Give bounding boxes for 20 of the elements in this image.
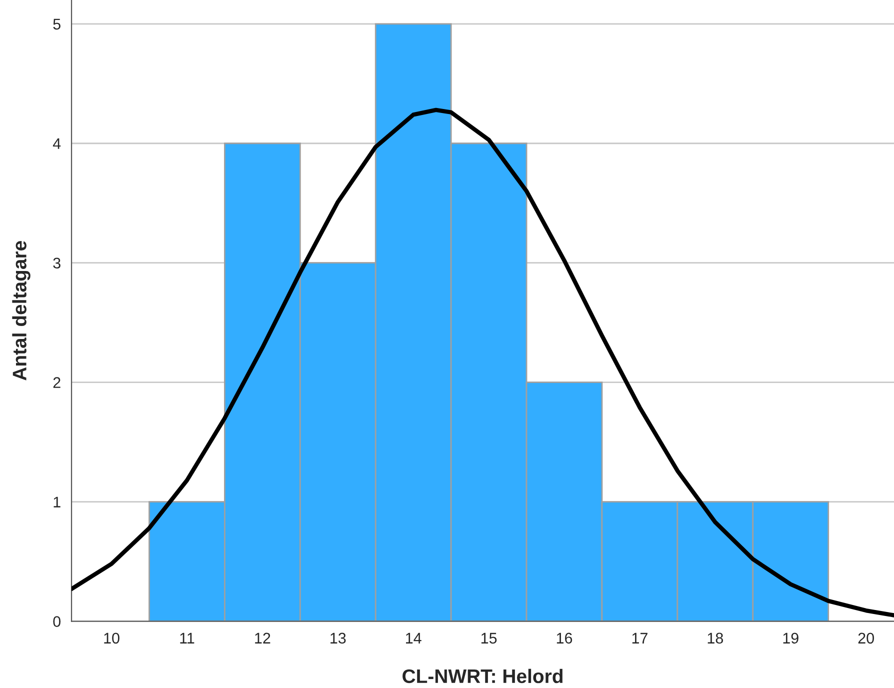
y-tick-label: 3 [53,258,60,269]
x-tick-label: 16 [556,632,572,644]
x-tick-label: 10 [104,632,120,644]
y-tick-label: 0 [53,616,61,627]
x-tick-label: 14 [406,632,422,644]
y-tick-label: 5 [53,18,60,30]
y-axis-title: Antal deltagare [12,241,30,380]
line-series [72,108,894,618]
x-tick-label: 20 [858,632,874,644]
x-tick-label: 13 [330,632,346,644]
x-tick-label: 15 [481,632,497,644]
x-tick-label: 18 [708,632,723,644]
x-tick-label: 17 [632,632,648,644]
y-tick-label: 4 [52,138,61,149]
y-tick-label: 1 [54,496,60,508]
x-tick-label: 19 [783,632,798,644]
x-tick-label: 12 [255,632,270,644]
x-tick-label: 11 [180,632,194,644]
x-axis-title: CL-NWRT: Helord [402,668,562,684]
y-tick-label: 2 [53,377,60,388]
